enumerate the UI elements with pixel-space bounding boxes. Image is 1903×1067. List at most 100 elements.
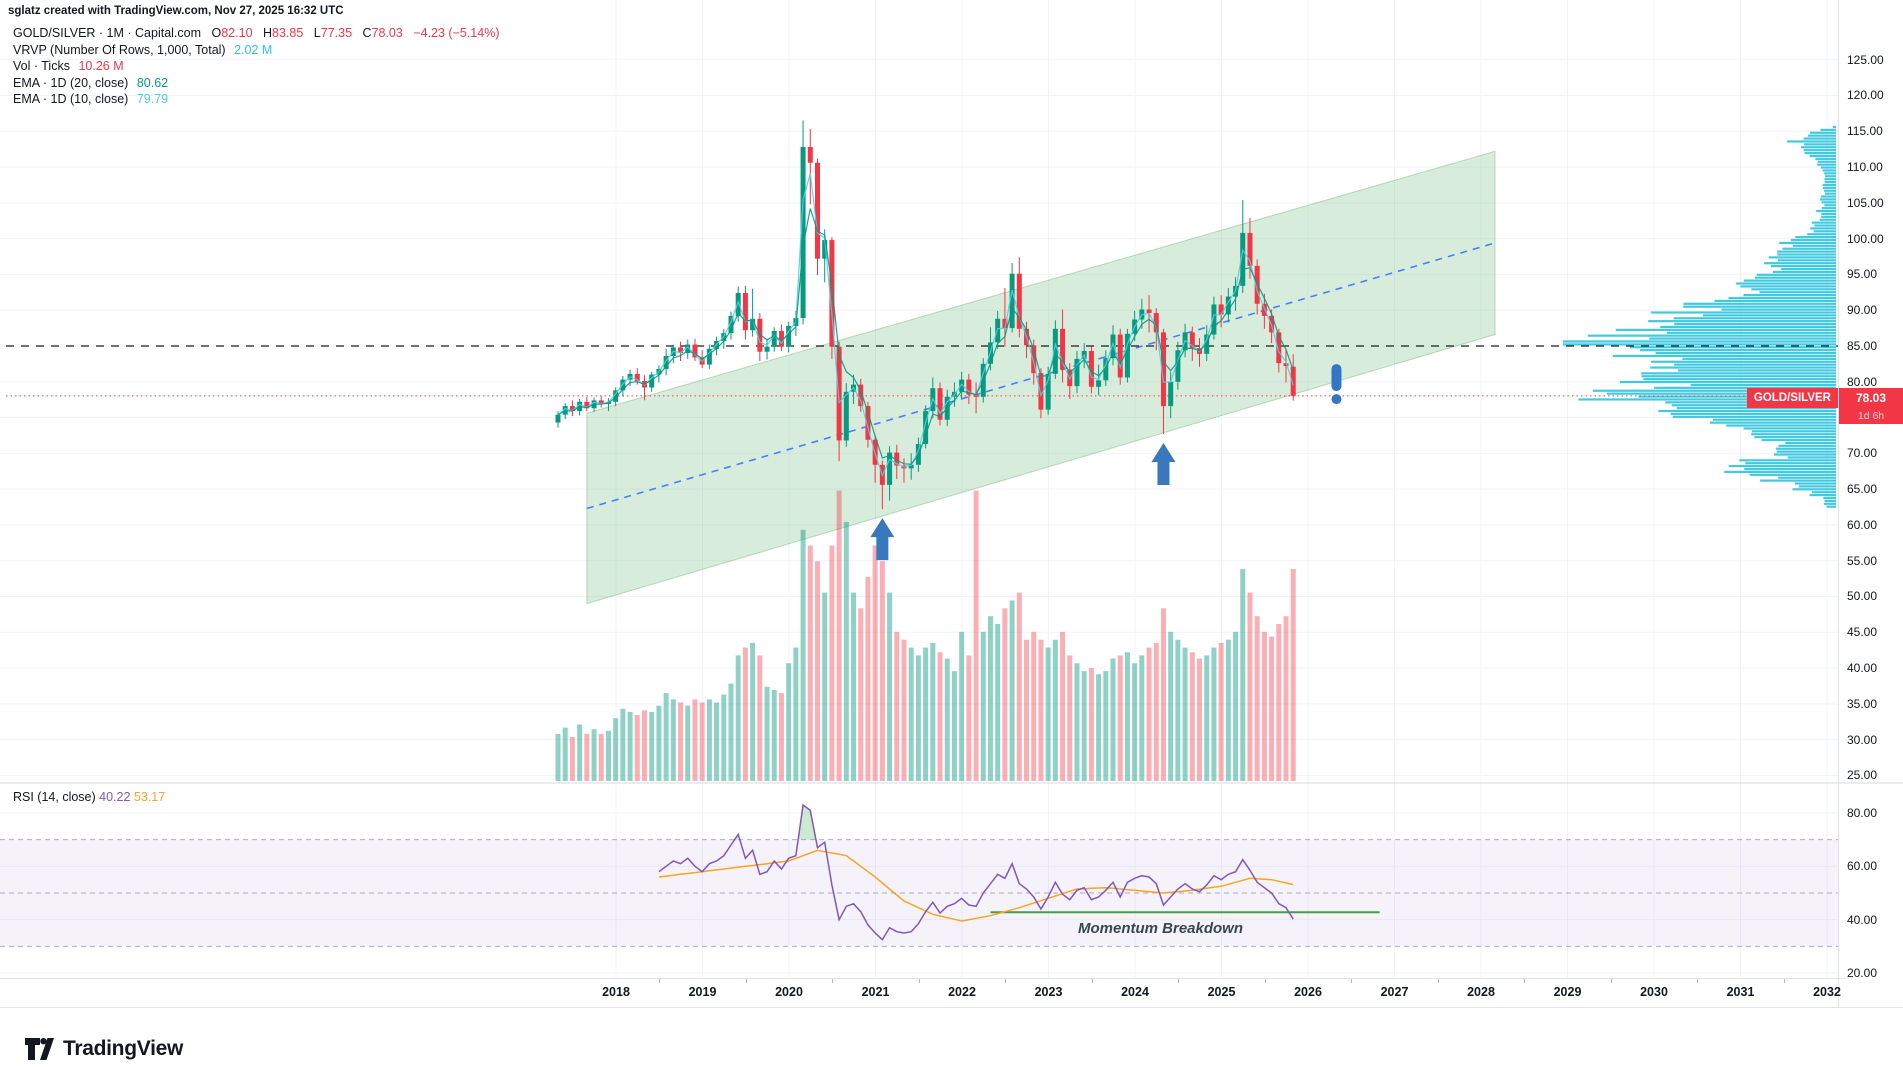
candle-body [1189,332,1195,349]
volume-profile-row [1678,369,1836,372]
volume-profile-row [1787,140,1836,143]
candle-body [1088,350,1094,387]
price-axis-label: 100.00 [1847,231,1884,246]
candle-body [569,406,575,412]
year-label: 2022 [948,985,976,999]
volume-bar [1225,639,1231,781]
arrow-up-marker[interactable] [870,518,895,561]
open-value: 82.10 [221,26,253,40]
tradingview-branding[interactable]: TradingView [24,1036,183,1062]
volume-profile-row [1819,218,1836,221]
candle-body [742,293,748,331]
volume-bar [1067,655,1073,781]
rsi-axis-label: 40.00 [1847,912,1878,927]
arrow-up-marker[interactable] [1151,443,1176,486]
year-label: 2024 [1121,985,1149,999]
volume-profile-row [1775,447,1836,450]
volume-profile-row [1764,262,1836,265]
volume-profile-row [1776,450,1836,453]
volume-profile-row [1649,337,1836,340]
volume-profile-row [1670,412,1836,416]
volume-bar [584,733,590,781]
volume-bar [692,699,698,781]
volume-profile-row [1824,175,1836,178]
volume-profile-row [1740,285,1836,288]
candle-body [908,464,914,469]
volume-bar [706,699,712,781]
volume-profile-row [1673,317,1836,320]
ema-lines [557,173,1294,478]
minor-tick [1005,979,1007,983]
volume-profile-row [1751,288,1836,291]
candle-body [663,355,669,369]
volume-profile-row [1639,349,1836,352]
candle-body [771,330,777,347]
candle-body [1117,334,1123,378]
volume-profile-row [1743,279,1836,282]
candle-body [1009,273,1015,329]
legend-ema10-row[interactable]: EMA · 1D (10, close) 79.79 [13,91,499,108]
change-value: −4.23 (−5.14%) [413,26,500,40]
time-axis[interactable]: 2018 2019 2020 2021 2022 2023 2024 2025 2026 2027… [0,978,1845,1008]
price-axis[interactable]: 125.00 120.00 115.00 110.00 105.00 100.00 95.0… [1838,0,1903,1007]
candle-body [613,390,619,402]
candle-body [858,384,864,407]
minor-tick [1178,979,1180,983]
candle-body [1103,358,1109,381]
volume-profile-row [1770,265,1836,268]
rsi-legend-row[interactable]: RSI (14, close) 40.22 53.17 [13,790,165,804]
volume-profile [1563,125,1836,508]
vrvp-title: VRVP (Number Of Rows, 1,000, Total) [13,42,226,57]
legend-volume-row[interactable]: Vol · Ticks 10.26 M [13,58,499,75]
volume-profile-row [1777,253,1836,256]
exclamation-mark-dot[interactable] [1331,394,1342,405]
volume-bar [843,521,849,781]
volume-profile-row [1714,299,1836,302]
volume-profile-row [1650,366,1836,369]
volume-bar [771,689,777,781]
volume-bar [944,658,950,781]
volume-bar [980,631,986,781]
volume-bar [1016,592,1022,781]
chart-canvas[interactable] [0,0,1903,978]
legend-ema20-row[interactable]: EMA · 1D (20, close) 80.62 [13,75,499,92]
volume-title: Vol · Ticks [13,59,70,73]
momentum-breakdown-annotation[interactable]: Momentum Breakdown [1078,920,1244,937]
year-label: 2021 [861,985,890,999]
volume-bar [670,699,676,781]
volume-profile-row [1743,293,1836,297]
volume-bar [1052,639,1058,781]
price-axis-label: 110.00 [1847,160,1883,175]
candle-body [959,379,965,392]
volume-profile-row [1728,465,1836,468]
volume-bar [1088,667,1094,781]
volume-bar [750,642,756,781]
candle-body [634,373,640,382]
price-axis-label: 60.00 [1847,517,1878,532]
volume-profile-row [1651,311,1836,314]
volume-bar [1290,569,1296,781]
volume-profile-row [1822,207,1836,210]
legend-symbol-row[interactable]: GOLD/SILVER · 1M · Capital.com O82.10 H8… [13,25,499,42]
volume-bar [1103,671,1109,781]
volume-profile-row [1824,180,1836,184]
volume-profile-row [1619,380,1836,384]
minor-tick [745,979,747,983]
volume-profile-row [1751,430,1836,433]
symbol-title: GOLD/SILVER · 1M · Capital.com [13,26,202,40]
legend-vrvp-row[interactable]: VRVP (Number Of Rows, 1,000, Total) 2.02… [13,42,499,59]
volume-profile-row [1682,357,1836,360]
symbol-price-tag: GOLD/SILVER [1746,388,1838,408]
candle-body [778,330,784,347]
exclamation-mark-bar[interactable] [1331,364,1342,392]
volume-bar [1218,642,1224,781]
volume-profile-row [1563,343,1836,346]
rsi-axis-label: 60.00 [1847,859,1878,874]
volume-bar [1074,663,1080,781]
volume-bar [1175,639,1181,781]
volume-profile-row [1785,441,1836,445]
volume-profile-row [1630,346,1836,349]
volume-bar [721,694,727,781]
volume-profile-row [1814,224,1836,227]
candle-body [1290,366,1296,396]
